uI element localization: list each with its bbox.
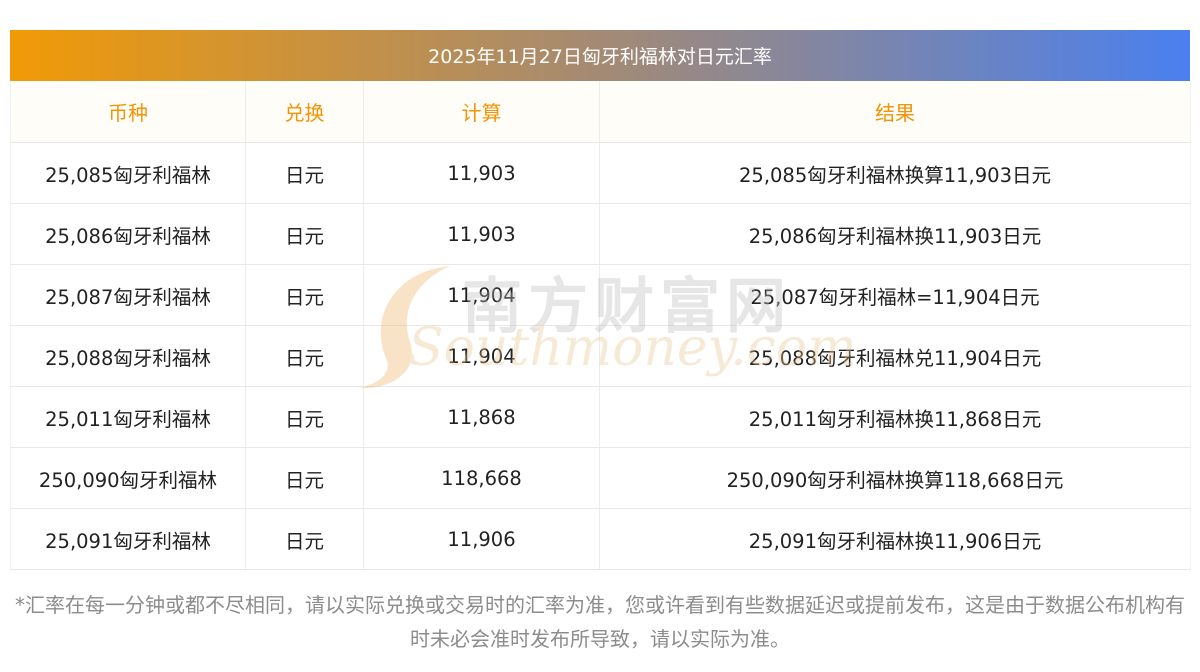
table-title: 2025年11月27日匈牙利福林对日元汇率 — [10, 30, 1190, 81]
cell-currency: 25,086匈牙利福林 — [10, 203, 246, 265]
cell-result: 25,091匈牙利福林换11,906日元 — [599, 508, 1191, 570]
table-row: 25,086匈牙利福林 日元 11,903 25,086匈牙利福林换11,903… — [10, 203, 1191, 265]
cell-currency: 25,087匈牙利福林 — [10, 264, 246, 326]
cell-amount: 11,903 — [363, 142, 600, 204]
cell-target: 日元 — [245, 264, 364, 326]
header-currency: 币种 — [10, 81, 246, 143]
cell-amount: 118,668 — [363, 447, 600, 509]
cell-result: 25,087匈牙利福林=11,904日元 — [599, 264, 1191, 326]
cell-target: 日元 — [245, 142, 364, 204]
table-row: 25,085匈牙利福林 日元 11,903 25,085匈牙利福林换算11,90… — [10, 142, 1191, 204]
table-row: 25,091匈牙利福林 日元 11,906 25,091匈牙利福林换11,906… — [10, 508, 1191, 570]
cell-amount: 11,904 — [363, 264, 600, 326]
cell-target: 日元 — [245, 386, 364, 448]
cell-amount: 11,868 — [363, 386, 600, 448]
header-result: 结果 — [599, 81, 1191, 143]
cell-result: 25,011匈牙利福林换11,868日元 — [599, 386, 1191, 448]
disclaimer-note: *汇率在每一分钟或都不尽相同，请以实际兑换或交易时的汇率为准，您或许看到有些数据… — [15, 593, 1185, 651]
cell-target: 日元 — [245, 447, 364, 509]
cell-result: 250,090匈牙利福林换算118,668日元 — [599, 447, 1191, 509]
cell-target: 日元 — [245, 203, 364, 265]
table-row: 25,087匈牙利福林 日元 11,904 25,087匈牙利福林=11,904… — [10, 264, 1191, 326]
table-row: 25,088匈牙利福林 日元 11,904 25,088匈牙利福林兑11,904… — [10, 325, 1191, 387]
cell-result: 25,086匈牙利福林换11,903日元 — [599, 203, 1191, 265]
cell-currency: 25,085匈牙利福林 — [10, 142, 246, 204]
cell-amount: 11,906 — [363, 508, 600, 570]
cell-target: 日元 — [245, 508, 364, 570]
header-exchange: 兑换 — [245, 81, 364, 143]
table-row: 250,090匈牙利福林 日元 118,668 250,090匈牙利福林换算11… — [10, 447, 1191, 509]
cell-result: 25,085匈牙利福林换算11,903日元 — [599, 142, 1191, 204]
cell-currency: 25,011匈牙利福林 — [10, 386, 246, 448]
cell-currency: 250,090匈牙利福林 — [10, 447, 246, 509]
exchange-rate-table: 币种 兑换 计算 结果 25,085匈牙利福林 日元 11,903 25,085… — [10, 81, 1191, 570]
cell-result: 25,088匈牙利福林兑11,904日元 — [599, 325, 1191, 387]
cell-target: 日元 — [245, 325, 364, 387]
cell-currency: 25,088匈牙利福林 — [10, 325, 246, 387]
cell-amount: 11,904 — [363, 325, 600, 387]
cell-currency: 25,091匈牙利福林 — [10, 508, 246, 570]
header-calculation: 计算 — [363, 81, 600, 143]
table-header-row: 币种 兑换 计算 结果 — [10, 81, 1191, 143]
cell-amount: 11,903 — [363, 203, 600, 265]
table-row: 25,011匈牙利福林 日元 11,868 25,011匈牙利福林换11,868… — [10, 386, 1191, 448]
